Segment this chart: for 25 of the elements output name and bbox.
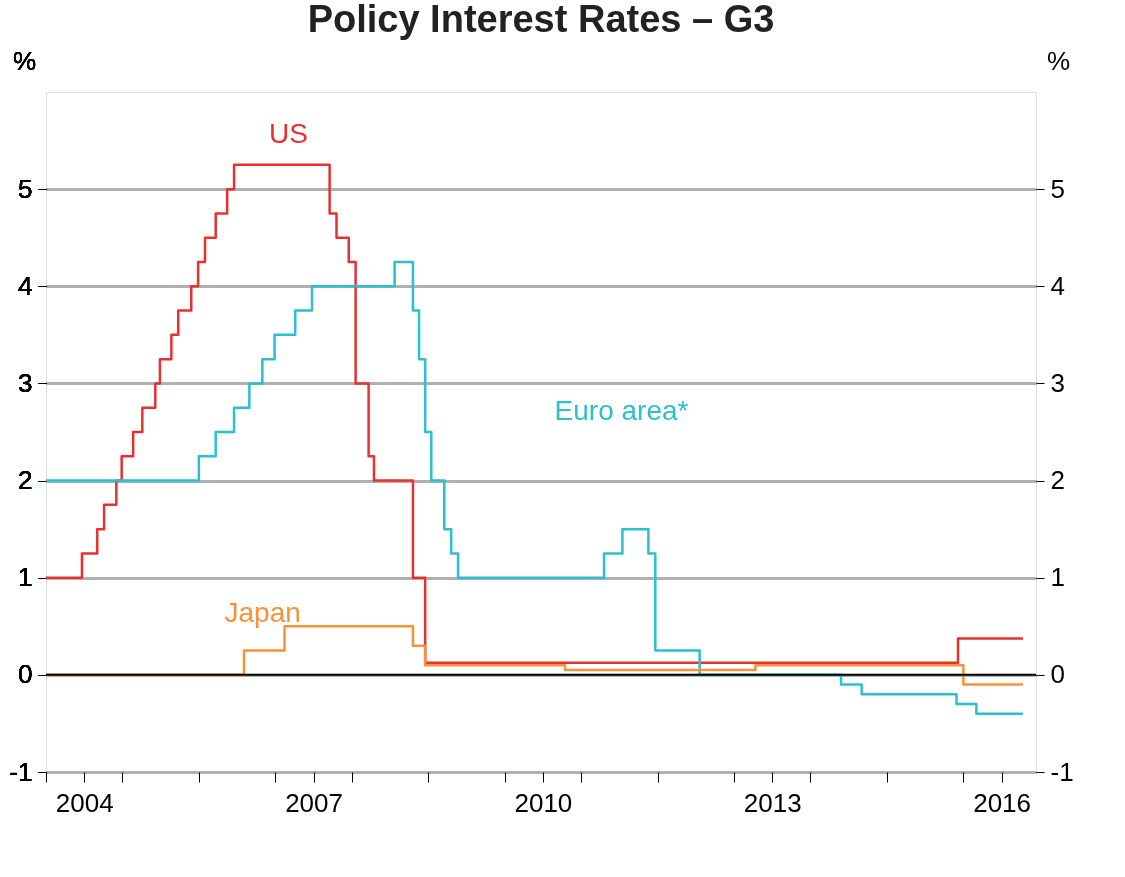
y2-tick-label: 1: [1050, 562, 1065, 593]
text: Euro area*: [554, 395, 689, 426]
y2-tick-label: 3: [1050, 367, 1065, 398]
y-tick-label: 5: [18, 173, 33, 204]
y2-tick-label: 0: [1050, 659, 1065, 690]
x-tick-label: 2004: [55, 787, 114, 818]
y-tick-label: 0: [18, 659, 33, 690]
y2-tick-label: 4: [1050, 270, 1065, 301]
y-tick-label: 1: [18, 562, 33, 593]
x-tick-label: 2007: [285, 787, 343, 818]
x-tick-label: 2013: [743, 787, 802, 818]
y-axis-title: %: [12, 45, 37, 76]
series-label: US: [269, 117, 308, 149]
y-tick-label: 3: [18, 367, 33, 398]
y2-tick-label: 2: [1050, 465, 1065, 496]
y-tick-label: 2: [18, 465, 33, 496]
y2-tick-label: 5: [1050, 173, 1065, 204]
y2-tick-label: -1: [1050, 756, 1074, 787]
x-tick-label: 2010: [514, 787, 573, 818]
y2-axis-title: %: [1046, 45, 1071, 76]
x-tick-label: 2016: [973, 787, 1032, 818]
series-label: Japan: [224, 597, 301, 629]
chart-title: Policy Interest Rates – G3: [307, 0, 775, 40]
y-tick-label: -1: [9, 756, 33, 787]
y-tick-label: 4: [18, 270, 33, 301]
